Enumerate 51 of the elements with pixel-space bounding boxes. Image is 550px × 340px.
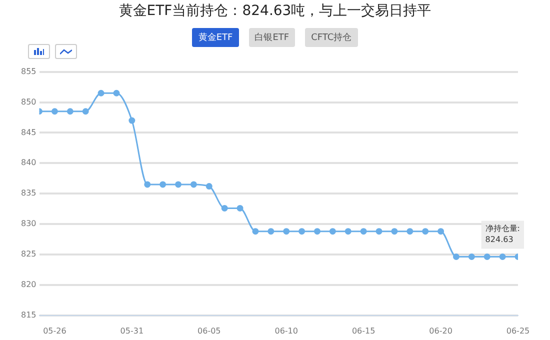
point (452, 254, 460, 260)
x-tick-label: 06-15 (352, 326, 376, 336)
point (113, 90, 120, 96)
x-tick-label: 06-20 (429, 326, 452, 336)
y-tick-label: 840 (20, 158, 36, 168)
point (236, 204, 244, 212)
point (160, 181, 166, 188)
point (128, 117, 136, 124)
point (206, 183, 212, 190)
point (190, 181, 197, 188)
point (175, 181, 182, 188)
point (51, 108, 58, 115)
point (66, 108, 74, 115)
point (499, 254, 506, 260)
text: 黄金ETF (192, 28, 239, 47)
point (468, 254, 475, 260)
point (82, 108, 89, 115)
point (144, 181, 151, 188)
point (391, 228, 398, 235)
point (376, 228, 382, 235)
point (406, 228, 414, 235)
y-tick-label: 815 (20, 310, 36, 320)
y-tick-label: 850 (20, 97, 36, 106)
annotation: 净持仓量: 824.63 (485, 224, 520, 244)
x-tick-label: 06-10 (274, 326, 298, 336)
point (344, 228, 352, 235)
text: 白银ETF (248, 28, 296, 47)
chart-title: 黄金ETF当前持仓：824.63吨，与上一交易日持平 (118, 2, 432, 20)
point (221, 204, 228, 212)
point (98, 90, 104, 96)
x-tick-label: 06-05 (198, 326, 221, 336)
point (314, 228, 320, 235)
point (252, 228, 259, 235)
point (283, 228, 290, 235)
point (484, 254, 490, 260)
y-tick-label: 845 (20, 128, 36, 137)
point (360, 228, 367, 235)
point (298, 228, 306, 235)
y-tick-label: 835 (20, 188, 36, 198)
y-tick-label: 830 (20, 219, 36, 228)
x-tick-label: 06-25 (506, 326, 530, 336)
point (329, 228, 336, 235)
y-tick-label: 825 (20, 250, 36, 259)
point (438, 228, 444, 235)
point (422, 228, 429, 235)
point (268, 228, 274, 235)
x-tick-label: 05-26 (43, 326, 66, 336)
y-tick-label: 820 (20, 280, 36, 290)
text: CFTC持仓 (305, 28, 358, 47)
y-tick-label: 855 (20, 66, 36, 76)
x-tick-label: 05-31 (120, 326, 144, 336)
